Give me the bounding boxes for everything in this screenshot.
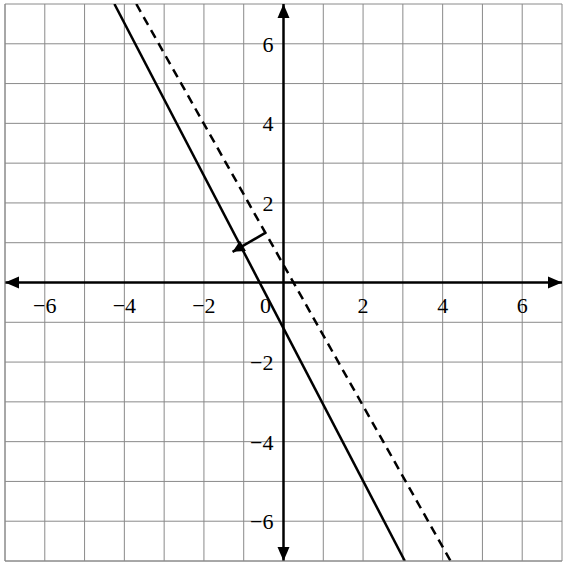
- svg-text:2: 2: [358, 293, 369, 318]
- svg-text:−2: −2: [250, 350, 273, 375]
- svg-text:4: 4: [263, 111, 274, 136]
- svg-text:−6: −6: [250, 509, 273, 534]
- svg-text:−6: −6: [33, 293, 56, 318]
- svg-text:6: 6: [517, 293, 528, 318]
- svg-text:2: 2: [263, 191, 274, 216]
- svg-text:−2: −2: [192, 293, 215, 318]
- svg-text:4: 4: [437, 293, 448, 318]
- svg-text:6: 6: [263, 32, 274, 57]
- svg-text:−4: −4: [250, 430, 273, 455]
- svg-text:0: 0: [260, 293, 271, 318]
- svg-text:−4: −4: [113, 293, 136, 318]
